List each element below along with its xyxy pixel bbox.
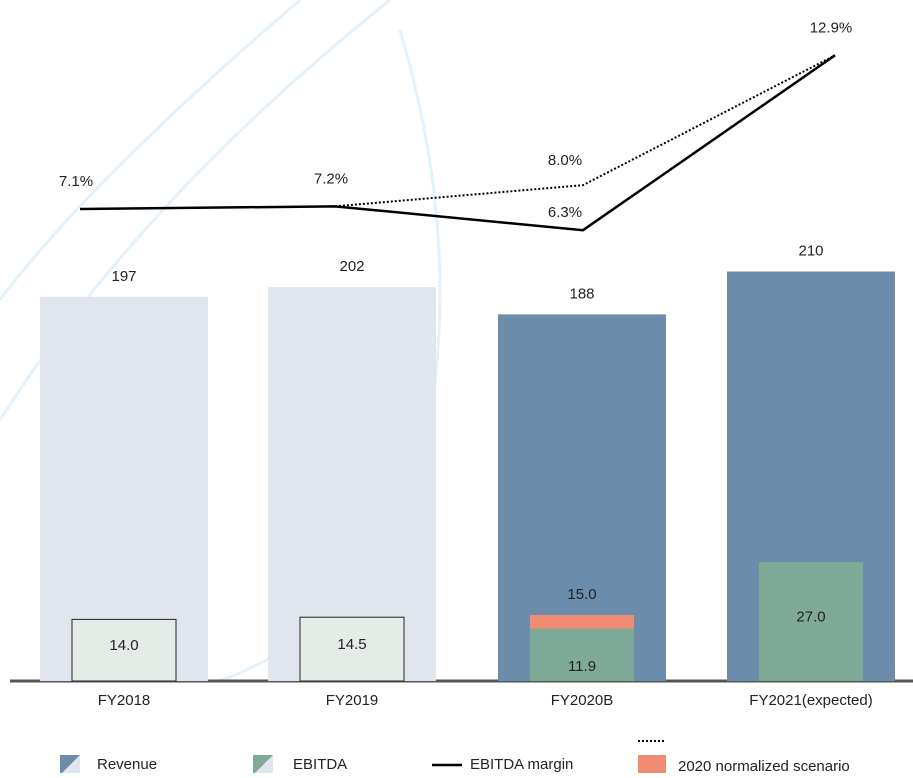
legend-label: 2020 normalized scenario [678, 758, 850, 773]
ebitda-label: 27.0 [796, 609, 825, 626]
x-tick-label: FY2018 [98, 692, 151, 709]
revenue-label: 202 [339, 258, 364, 275]
ebitda-bar [299, 616, 405, 682]
normalized-margin-line [334, 54, 836, 208]
revenue-label: 197 [111, 268, 136, 285]
x-tick-label: FY2021(expected) [749, 692, 872, 709]
ebitda-label: 14.5 [337, 636, 366, 653]
margin-label: 6.3% [548, 204, 582, 221]
margin-label: 12.9% [810, 19, 853, 36]
legend-ebitda-icon-shade [253, 755, 273, 775]
ebitda-bar [759, 562, 863, 681]
ebitda-label: 11.9 [568, 658, 596, 675]
margin-label: 7.2% [314, 170, 348, 187]
legend-label: EBITDA [293, 756, 347, 773]
normalized-label: 15.0 [567, 586, 596, 603]
normalized-margin-label: 8.0% [548, 152, 582, 169]
legend-revenue-icon-shade [60, 755, 80, 775]
revenue-label: 188 [569, 285, 594, 302]
ebitda-label: 14.0 [109, 637, 138, 654]
revenue-bar [268, 287, 436, 681]
x-tick-label: FY2019 [326, 692, 379, 709]
legend-label: EBITDA margin [470, 756, 573, 773]
revenue-label: 210 [798, 242, 823, 259]
revenue-bar [40, 296, 208, 681]
legend-label: Revenue [97, 756, 157, 773]
margin-line [79, 54, 836, 232]
legend-normalized-icon [638, 755, 666, 775]
ebitda-bar [71, 618, 177, 682]
ebitda-bar [530, 628, 634, 681]
x-tick-label: FY2020B [551, 692, 614, 709]
margin-label: 7.1% [59, 173, 93, 190]
